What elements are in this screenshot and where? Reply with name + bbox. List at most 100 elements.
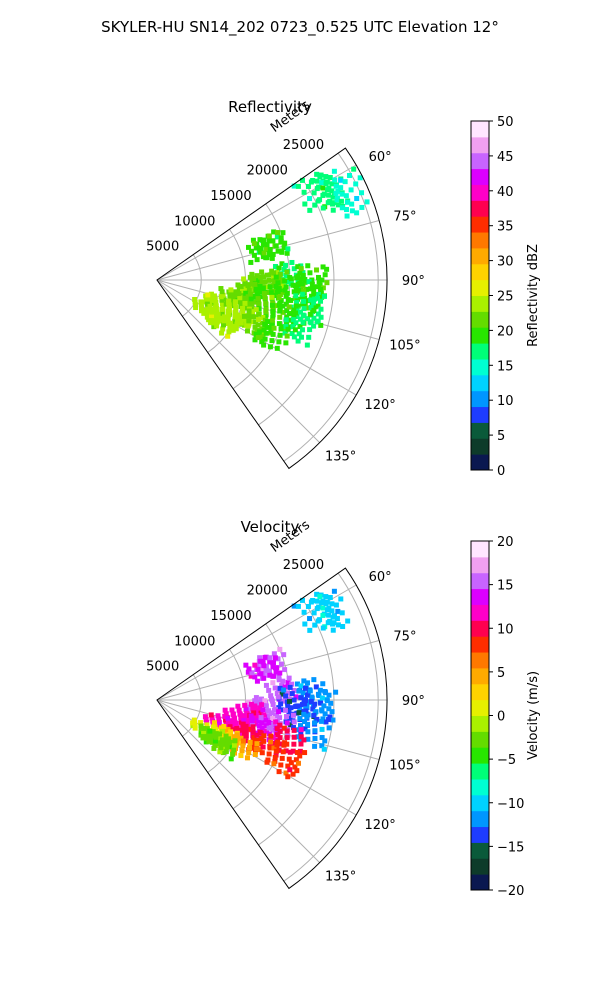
echo-pixel	[298, 695, 304, 701]
echo-pixel	[290, 324, 296, 330]
echo-pixel	[289, 259, 295, 265]
echo-pixel	[243, 728, 249, 734]
echo-pixel	[277, 715, 283, 721]
echo-pixel	[245, 669, 251, 675]
echo-pixel	[281, 687, 287, 693]
echo-pixel	[278, 701, 284, 707]
echo-pixel	[251, 710, 257, 716]
echo-pixel	[210, 736, 216, 742]
echo-pixel	[317, 282, 323, 288]
colorbar-segment	[471, 232, 489, 249]
echo-pixel	[274, 665, 280, 671]
echo-pixel	[316, 692, 322, 698]
echo-pixel	[309, 281, 315, 287]
echo-pixel	[270, 660, 276, 666]
echo-pixel	[272, 264, 278, 270]
echo-pixel	[330, 717, 336, 723]
echo-pixel	[291, 266, 297, 272]
echo-pixel	[245, 715, 251, 721]
echo-pixel	[314, 591, 320, 597]
echo-pixel	[254, 245, 260, 251]
echo-pixel	[315, 311, 321, 317]
echo-pixel	[333, 190, 339, 196]
echo-pixel	[201, 729, 207, 735]
echo-pixel	[246, 303, 252, 309]
colorbar-tick-label: 30	[497, 255, 514, 270]
echo-pixel	[232, 318, 238, 324]
echo-pixel	[287, 767, 293, 773]
echo-pixel	[241, 276, 247, 282]
echo-pixel	[314, 178, 320, 184]
echo-pixel	[284, 250, 290, 256]
echo-pixel	[323, 594, 329, 600]
echo-pixel	[349, 201, 355, 207]
echo-pixel	[303, 286, 309, 292]
colorbar-segment	[471, 778, 489, 796]
colorbar-segment	[471, 731, 489, 748]
echo-pixel	[274, 712, 280, 718]
echo-pixel	[331, 168, 337, 174]
colorbar-segment	[471, 747, 489, 764]
echo-pixel	[349, 208, 355, 214]
echo-pixel	[330, 627, 336, 633]
echo-pixel	[276, 705, 282, 711]
echo-pixel	[330, 621, 336, 627]
echo-pixel	[301, 609, 307, 615]
echo-pixel	[225, 308, 231, 314]
angle-tick-label: 60°	[369, 150, 392, 165]
echo-pixel	[255, 322, 261, 328]
echo-pixel	[311, 289, 317, 295]
echo-pixel	[208, 712, 214, 718]
grid-arc	[283, 572, 379, 882]
echo-pixel	[339, 205, 345, 211]
echo-pixel	[269, 322, 275, 328]
echo-pixel	[308, 599, 314, 605]
echo-pixel	[276, 275, 282, 281]
colorbar-segment	[471, 858, 489, 875]
echo-pixel	[253, 746, 259, 752]
echo-pixel	[249, 314, 255, 320]
echo-pixel	[272, 707, 278, 713]
echo-pixel	[295, 296, 301, 302]
echo-pixel	[291, 289, 297, 295]
echo-pixel	[242, 300, 248, 306]
echo-pixel	[328, 700, 334, 706]
echo-pixel	[291, 603, 297, 609]
echo-pixel	[327, 595, 333, 601]
echo-pixel	[225, 726, 231, 732]
echo-pixel	[257, 283, 263, 289]
echo-pixel	[305, 603, 311, 609]
echo-pixel	[258, 736, 264, 742]
echo-pixel	[271, 745, 277, 751]
echo-pixel	[271, 673, 277, 679]
echo-pixel	[219, 741, 225, 747]
echo-pixel	[287, 698, 293, 704]
colorbar-segment	[471, 826, 489, 843]
echo-pixel	[212, 742, 218, 748]
echo-pixel	[222, 713, 228, 719]
echo-pixel	[344, 199, 350, 205]
echo-pixel	[254, 741, 260, 747]
colorbar-segment	[471, 572, 489, 590]
echo-pixel	[238, 283, 244, 289]
echo-pixel	[236, 291, 242, 297]
colorbar-segment	[471, 279, 489, 296]
echo-pixel	[250, 706, 256, 712]
echo-pixel	[206, 317, 212, 323]
echo-pixel	[243, 662, 249, 668]
colorbar-tick-label: 15	[497, 359, 514, 374]
echo-pixel	[246, 750, 252, 756]
echo-pixel	[312, 736, 318, 742]
echo-pixel	[242, 281, 248, 287]
echo-pixel	[260, 744, 266, 750]
echo-pixel	[321, 703, 327, 709]
echo-pixel	[261, 291, 267, 297]
echo-pixel	[269, 318, 275, 324]
echo-pixel	[241, 717, 247, 723]
echo-pixel	[232, 300, 238, 306]
echo-pixel	[321, 293, 327, 299]
echo-pixel	[283, 770, 289, 776]
echo-pixel	[225, 736, 231, 742]
echo-pixel	[290, 771, 296, 777]
echo-pixel	[249, 279, 255, 285]
